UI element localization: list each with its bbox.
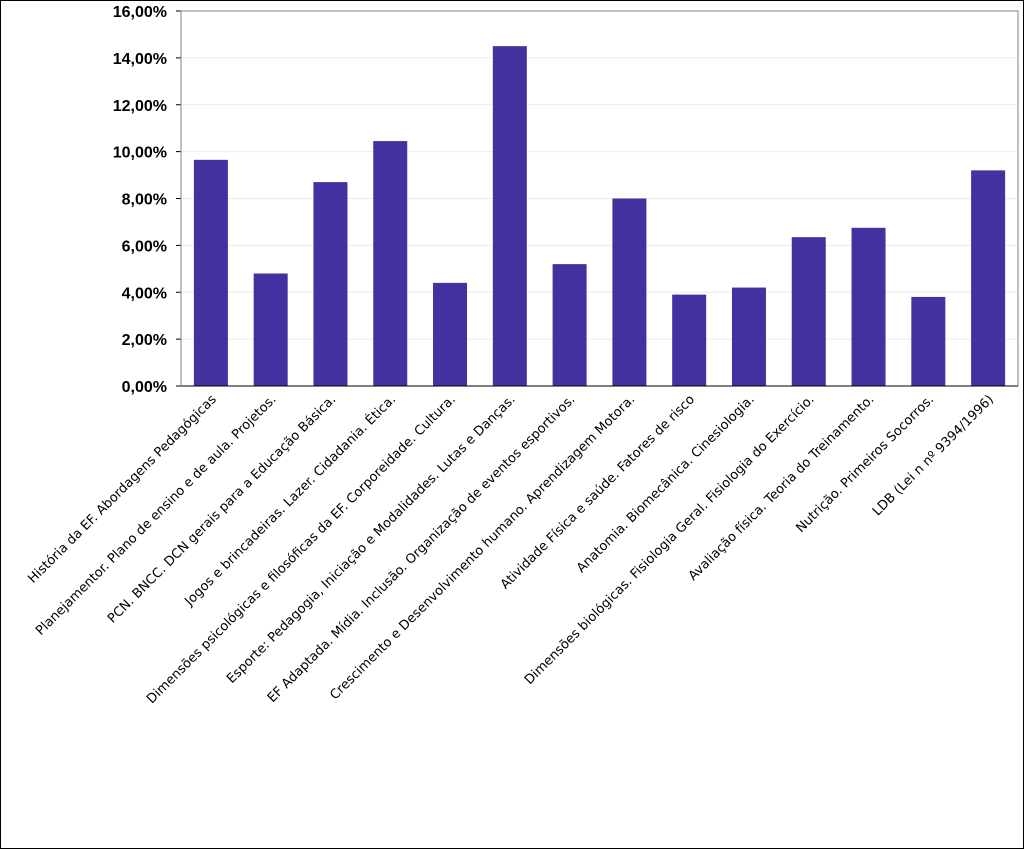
y-axis-ticks: 0,00% 2,00% 4,00% 6,00% 8,00% 10,00% 12,00% 14,… <box>113 4 181 396</box>
y-tick-label: 14,00% <box>113 51 167 68</box>
y-tick-label: 0,00% <box>122 379 167 396</box>
bar <box>373 141 408 386</box>
x-tick-label: Jogos e brincadeiras. Lazer. Cidadania. … <box>181 392 399 610</box>
x-tick-label: LDB (Lei n nº 9394/1996) <box>870 392 997 519</box>
y-tick-label: 2,00% <box>122 332 167 349</box>
gridlines <box>181 57 1018 340</box>
bar <box>672 294 707 386</box>
bar <box>313 182 348 386</box>
bar <box>253 273 288 386</box>
bar <box>971 170 1006 386</box>
bar <box>791 237 826 386</box>
x-tick-label: PCN. BNCC. DCN gerais para a Educação Bá… <box>105 392 339 626</box>
bar <box>851 227 886 386</box>
bar <box>433 282 468 386</box>
y-tick-label: 6,00% <box>122 238 167 255</box>
bar <box>193 159 228 386</box>
x-tick-label: Esporte: Pedagogia, Iniciação e Modalida… <box>224 392 518 686</box>
x-axis-ticks: História da EF. Abordagens PedagógicasPl… <box>25 392 997 707</box>
bar <box>612 198 647 386</box>
bar <box>552 264 587 386</box>
y-tick-label: 12,00% <box>113 98 167 115</box>
bar <box>492 46 527 386</box>
bar <box>731 287 766 386</box>
bars <box>193 46 1006 386</box>
x-tick-label: Dimensões biológicas. Fisiologia Geral. … <box>522 392 818 688</box>
y-tick-label: 8,00% <box>122 192 167 209</box>
bar <box>911 296 946 386</box>
y-tick-label: 4,00% <box>122 285 167 302</box>
y-tick-label: 10,00% <box>113 145 167 162</box>
y-tick-label: 16,00% <box>113 4 167 21</box>
